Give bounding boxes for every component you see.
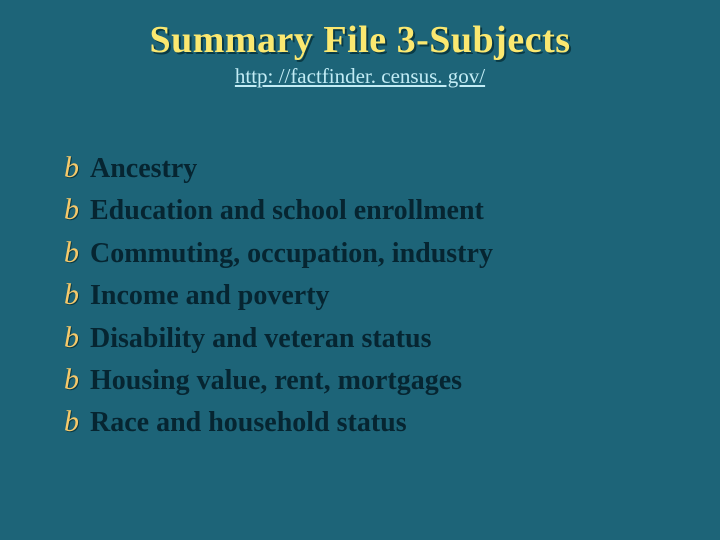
list-item-text: Education and school enrollment [90,193,484,229]
list-item: b Race and household status [64,405,680,441]
subtitle-link[interactable]: http: //factfinder. census. gov/ [235,64,485,88]
bullet-list: b Ancestry b Education and school enroll… [0,151,720,442]
slide-title: Summary File 3-Subjects [0,18,720,62]
list-item: b Education and school enrollment [64,193,680,229]
bullet-icon: b [64,323,84,353]
list-item-text: Disability and veteran status [90,321,431,357]
bullet-icon: b [64,280,84,310]
list-item: b Income and poverty [64,278,680,314]
list-item-text: Ancestry [90,151,197,187]
slide-subtitle: http: //factfinder. census. gov/ [0,64,720,89]
bullet-icon: b [64,407,84,437]
list-item: b Ancestry [64,151,680,187]
slide: Summary File 3-Subjects http: //factfind… [0,0,720,540]
bullet-icon: b [64,153,84,183]
list-item-text: Housing value, rent, mortgages [90,363,462,399]
bullet-icon: b [64,195,84,225]
bullet-icon: b [64,365,84,395]
list-item-text: Race and household status [90,405,407,441]
list-item-text: Commuting, occupation, industry [90,236,493,272]
list-item-text: Income and poverty [90,278,330,314]
list-item: b Housing value, rent, mortgages [64,363,680,399]
bullet-icon: b [64,238,84,268]
list-item: b Commuting, occupation, industry [64,236,680,272]
list-item: b Disability and veteran status [64,321,680,357]
